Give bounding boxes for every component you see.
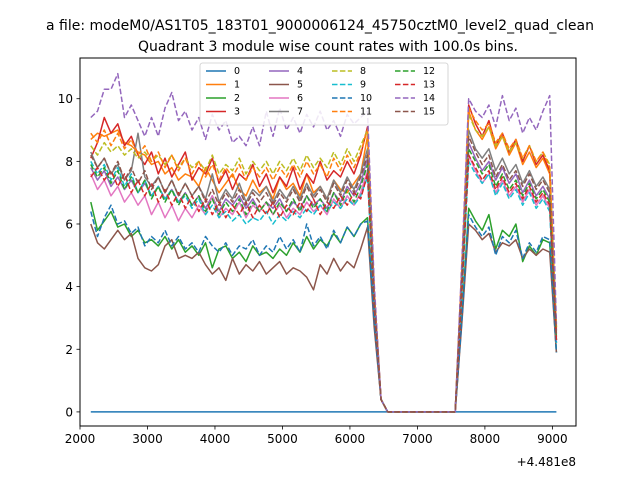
x-tick-label: 4000 bbox=[200, 432, 231, 446]
legend-label-12: 12 bbox=[423, 66, 435, 77]
legend-label-13: 13 bbox=[423, 80, 435, 91]
x-tick-label: 5000 bbox=[267, 432, 298, 446]
x-axis: 2000 3000 4000 5000 6000 7000 8000 9000 bbox=[65, 426, 568, 446]
y-tick-label: 6 bbox=[65, 217, 73, 231]
series-line-15 bbox=[90, 135, 558, 413]
series-line-13 bbox=[90, 154, 558, 413]
legend-label-9: 9 bbox=[360, 80, 366, 91]
y-tick-label: 0 bbox=[65, 405, 73, 419]
series-line-7 bbox=[90, 129, 558, 413]
series-line-12 bbox=[90, 148, 558, 413]
chart-suptitle: a file: modeM0/AS1T05_183T01_9000006124_… bbox=[46, 18, 594, 34]
legend-label-6: 6 bbox=[297, 93, 303, 104]
y-tick-label: 8 bbox=[65, 155, 73, 169]
x-tick-label: 8000 bbox=[470, 432, 501, 446]
legend-label-10: 10 bbox=[360, 93, 372, 104]
legend-label-1: 1 bbox=[234, 80, 240, 91]
legend-box bbox=[199, 62, 449, 126]
series-line-3 bbox=[90, 104, 558, 413]
y-tick-label: 4 bbox=[65, 280, 73, 294]
y-tick-label: 10 bbox=[58, 92, 73, 106]
series-line-6 bbox=[90, 154, 558, 413]
legend-label-2: 2 bbox=[234, 93, 240, 104]
x-tick-label: 9000 bbox=[537, 432, 568, 446]
x-tick-label: 3000 bbox=[132, 432, 163, 446]
legend-label-11: 11 bbox=[360, 107, 372, 118]
legend-label-3: 3 bbox=[234, 107, 240, 118]
legend-label-0: 0 bbox=[234, 66, 240, 77]
legend-label-7: 7 bbox=[297, 107, 303, 118]
legend-label-15: 15 bbox=[423, 107, 435, 118]
axes-frame bbox=[79, 57, 577, 427]
series-line-10 bbox=[90, 204, 558, 413]
legend-label-14: 14 bbox=[423, 93, 435, 104]
x-tick-label: 2000 bbox=[65, 432, 96, 446]
series-layer bbox=[90, 72, 558, 413]
x-offset-text: +4.481e8 bbox=[517, 455, 576, 469]
y-axis: 0 2 4 6 8 10 bbox=[58, 92, 80, 419]
legend-label-8: 8 bbox=[360, 66, 366, 77]
x-tick-label: 6000 bbox=[335, 432, 366, 446]
chart-title: Quadrant 3 module wise count rates with … bbox=[138, 39, 518, 55]
x-tick-label: 7000 bbox=[402, 432, 433, 446]
legend-label-5: 5 bbox=[297, 80, 303, 91]
legend-label-4: 4 bbox=[297, 66, 303, 77]
series-line-5 bbox=[90, 223, 558, 413]
series-line-11 bbox=[90, 107, 558, 413]
y-tick-label: 2 bbox=[65, 343, 73, 357]
